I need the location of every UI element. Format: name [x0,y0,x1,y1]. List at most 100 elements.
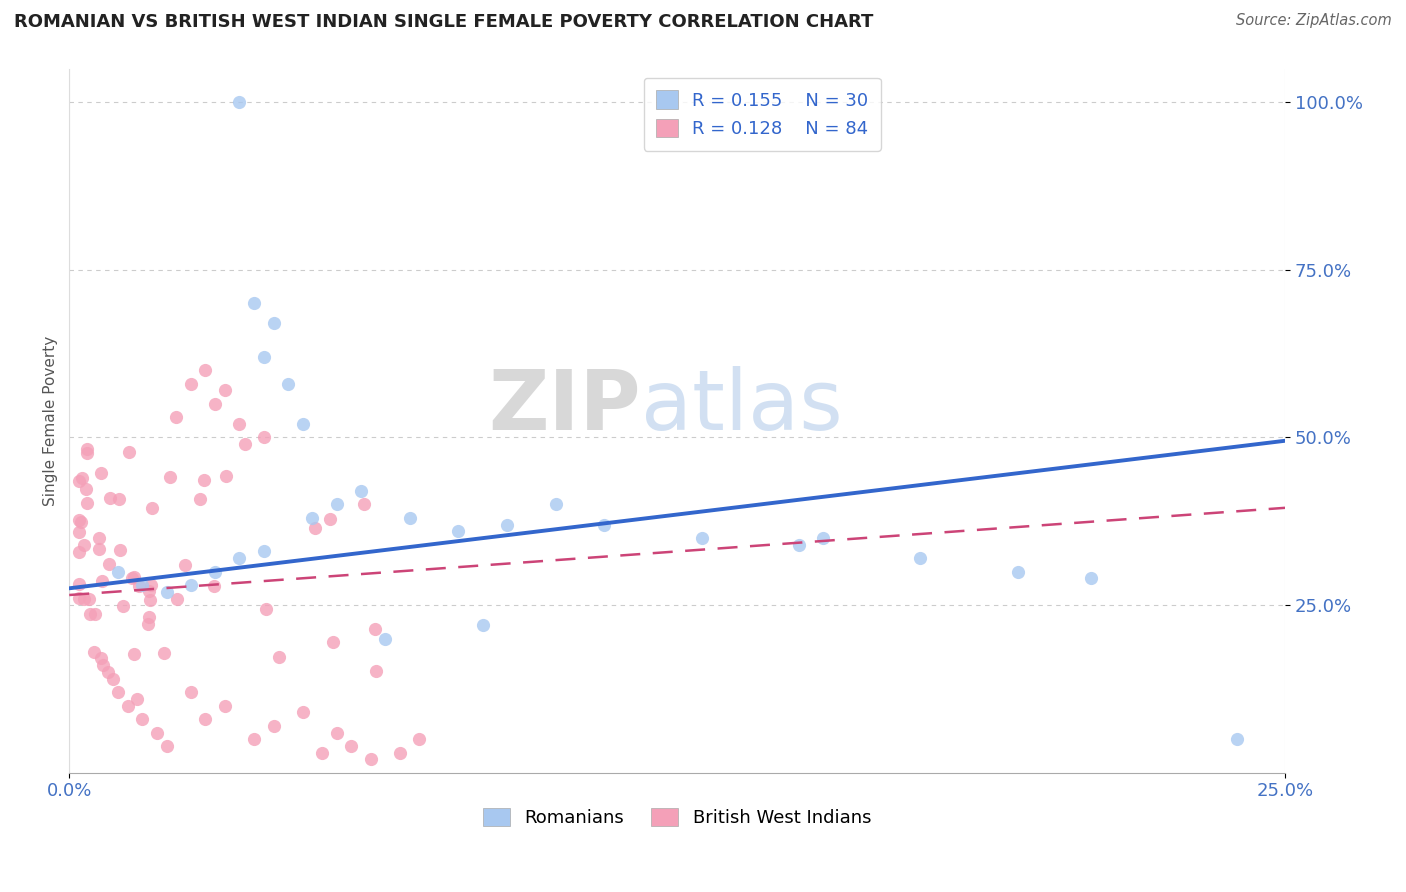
Point [254,601,277,615]
Point [131,712,153,726]
Point [471,618,494,632]
Point [214,384,236,398]
Point [118,445,141,459]
Point [128,579,150,593]
Point [108,543,131,558]
Point [340,739,363,753]
Point [496,517,519,532]
Point [311,746,333,760]
Point [301,511,323,525]
Point [214,698,236,713]
Point [233,437,256,451]
Point [67,525,90,540]
Point [193,473,215,487]
Point [910,551,932,566]
Point [325,725,347,739]
Text: ROMANIAN VS BRITISH WEST INDIAN SINGLE FEMALE POVERTY CORRELATION CHART: ROMANIAN VS BRITISH WEST INDIAN SINGLE F… [14,13,873,31]
Point [153,646,176,660]
Point [107,492,129,507]
Point [243,732,266,747]
Point [138,584,160,599]
Point [141,501,163,516]
Point [243,296,266,310]
Point [101,672,124,686]
Point [180,578,202,592]
Point [127,692,149,706]
Point [690,531,713,545]
Point [322,635,344,649]
Point [408,732,430,747]
Point [214,469,236,483]
Point [228,551,250,566]
Point [204,397,226,411]
Point [121,570,143,584]
Point [1007,565,1029,579]
Point [76,496,98,510]
Point [350,484,373,499]
Point [67,545,90,559]
Point [398,511,420,525]
Point [89,531,111,545]
Point [253,430,276,444]
Point [67,474,90,488]
Point [139,578,162,592]
Text: ZIP: ZIP [488,366,641,447]
Point [67,513,90,527]
Point [353,497,375,511]
Point [263,719,285,733]
Point [97,665,120,680]
Point [117,698,139,713]
Point [291,706,314,720]
Point [364,664,387,678]
Point [75,483,97,497]
Point [304,521,326,535]
Point [155,739,177,753]
Point [253,544,276,558]
Point [98,491,121,505]
Point [67,576,90,591]
Point [76,446,98,460]
Point [228,95,250,109]
Y-axis label: Single Female Poverty: Single Female Poverty [44,335,58,506]
Point [136,617,159,632]
Point [291,417,314,431]
Point [89,541,111,556]
Point [155,584,177,599]
Point [73,591,96,606]
Point [67,591,90,606]
Point [91,658,114,673]
Point [360,752,382,766]
Point [107,685,129,699]
Point [69,515,91,529]
Point [122,570,145,584]
Point [228,417,250,431]
Point [180,376,202,391]
Point [364,622,387,636]
Point [180,685,202,699]
Text: atlas: atlas [641,366,842,447]
Point [98,558,121,572]
Point [277,376,299,391]
Point [124,648,146,662]
Point [165,410,187,425]
Point [73,538,96,552]
Point [76,442,98,456]
Point [374,632,396,646]
Point [188,492,211,507]
Point [146,725,169,739]
Point [388,746,411,760]
Point [447,524,470,539]
Point [138,610,160,624]
Point [72,470,94,484]
Point [269,649,291,664]
Point [79,607,101,621]
Point [77,591,100,606]
Point [194,363,217,377]
Point [204,565,226,579]
Point [194,712,217,726]
Point [544,498,567,512]
Point [107,565,129,579]
Text: Source: ZipAtlas.com: Source: ZipAtlas.com [1236,13,1392,29]
Point [263,317,285,331]
Point [90,466,112,480]
